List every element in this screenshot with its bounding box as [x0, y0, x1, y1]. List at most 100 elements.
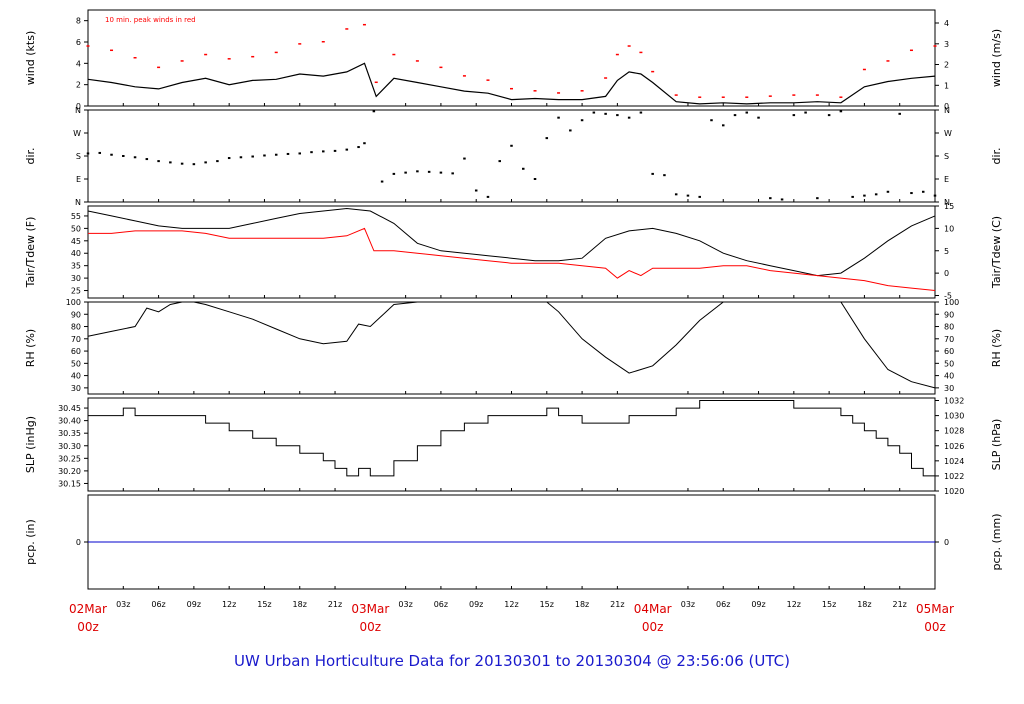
left-tick-label: 2 [76, 81, 81, 90]
right-tick-label: 70 [944, 335, 954, 344]
left-tick-label: 30 [71, 274, 81, 283]
data-point-peak [374, 81, 378, 84]
data-point-peak [698, 96, 702, 98]
x-tick-label: 18z [857, 600, 871, 609]
data-point-direction [486, 195, 490, 198]
y-axis-label-right: RH (%) [990, 329, 1003, 367]
data-point-direction [827, 114, 831, 117]
right-tick-label: 1024 [944, 457, 964, 466]
data-point-direction [463, 157, 466, 160]
right-tick-label: 4 [944, 19, 949, 28]
data-point-direction [145, 158, 149, 161]
right-tick-label: 1026 [944, 442, 964, 451]
data-point-direction [357, 146, 360, 149]
data-point-peak [909, 49, 913, 52]
data-point-direction [733, 114, 737, 117]
x-tick-label: 06z [716, 600, 730, 609]
left-tick-label: 80 [71, 323, 81, 332]
x-tick-label: 15z [257, 600, 271, 609]
data-point-peak [462, 75, 466, 77]
data-point-direction [180, 162, 184, 165]
data-point-direction [363, 142, 366, 145]
left-tick-label: S [76, 152, 81, 161]
y-axis-label-left: RH (%) [24, 329, 37, 367]
data-point-peak [180, 60, 184, 62]
data-point-peak [721, 96, 725, 98]
right-tick-label: 1 [944, 81, 949, 90]
x-tick-label: 09z [469, 600, 483, 609]
data-point-direction [886, 190, 890, 193]
panel-frame [87, 205, 936, 299]
data-point-peak [439, 66, 443, 69]
day-label-time: 00z [642, 620, 664, 634]
right-tick-label: 0 [944, 269, 949, 278]
panel-temperature: 25 30 35 40 45 50 55 -5 0 5 10 15 Tair/Tdew (F) Tair/… [24, 202, 1003, 301]
data-point-peak [639, 51, 643, 54]
left-tick-label: 8 [76, 17, 81, 26]
data-point-peak [615, 53, 619, 56]
data-point-direction [686, 194, 690, 197]
data-point-direction [310, 151, 313, 154]
data-point-peak [362, 23, 366, 26]
y-axis-label-right: dir. [990, 147, 1003, 164]
data-point-direction [839, 110, 843, 113]
left-tick-label: 30.15 [58, 479, 81, 488]
day-label-time: 00z [360, 620, 382, 634]
data-point-direction [639, 111, 643, 114]
x-tick-label: 09z [187, 600, 201, 609]
day-label-date: 04Mar [634, 602, 672, 616]
x-tick-label: 18z [293, 600, 307, 609]
data-point-peak [533, 90, 537, 92]
left-tick-label: 40 [71, 372, 81, 381]
data-point-direction [580, 119, 584, 122]
data-point-direction [863, 194, 866, 197]
data-point-direction [239, 156, 243, 159]
right-tick-label: E [944, 175, 949, 184]
panel-pressure: 30.15 30.20 30.25 30.30 30.35 30.40 30.45 1020 1… [24, 397, 1003, 496]
left-tick-label: 30.45 [58, 404, 81, 413]
data-point-direction [322, 150, 325, 153]
data-point-peak [886, 60, 890, 62]
left-tick-label: 35 [71, 262, 81, 271]
data-point-direction [522, 167, 525, 170]
data-point-direction [216, 160, 219, 163]
left-tick-label: 30.30 [58, 442, 81, 451]
day-label-date: 05Mar [916, 602, 954, 616]
right-tick-label: 1028 [944, 427, 964, 436]
data-point-peak [321, 41, 325, 43]
left-tick-label: 50 [71, 359, 81, 368]
panel-frame [87, 397, 936, 492]
left-tick-label: E [76, 175, 81, 184]
data-point-direction [757, 116, 760, 119]
series-line-wind [87, 62, 936, 105]
data-point-peak [486, 79, 490, 81]
data-point-peak [815, 94, 819, 96]
right-tick-label: 100 [944, 298, 959, 307]
right-tick-label: N [944, 106, 950, 115]
panel-wind: 0 2 4 6 8 0 1 2 3 4 wind (kts) wind (m/s) 10 min. pe… [24, 9, 1003, 111]
data-point-direction [722, 124, 725, 127]
x-tick-label: 15z [540, 600, 554, 609]
x-tick-label: 03z [116, 600, 130, 609]
data-point-peak [627, 45, 631, 47]
right-tick-label: W [944, 129, 952, 138]
day-label-date: 02Mar [69, 602, 107, 616]
data-point-direction [498, 160, 501, 163]
data-point-direction [557, 116, 560, 119]
data-point-direction [110, 153, 113, 156]
right-tick-label: 1022 [944, 472, 964, 481]
series-line-SLP [88, 400, 936, 484]
data-point-direction [274, 153, 278, 156]
data-point-peak [580, 90, 584, 92]
y-axis-label-left: SLP (inHg) [24, 416, 37, 473]
data-point-direction [627, 116, 631, 119]
series-line-Tair [87, 207, 936, 277]
wind-annotation: 10 min. peak winds in red [105, 16, 196, 24]
data-point-direction [157, 160, 160, 163]
data-point-peak [157, 66, 161, 69]
chart-title: UW Urban Horticulture Data for 20130301 … [234, 652, 790, 670]
right-tick-label: 30 [944, 384, 954, 393]
left-tick-label: 30.20 [58, 467, 81, 476]
series-line-RH [87, 301, 936, 389]
